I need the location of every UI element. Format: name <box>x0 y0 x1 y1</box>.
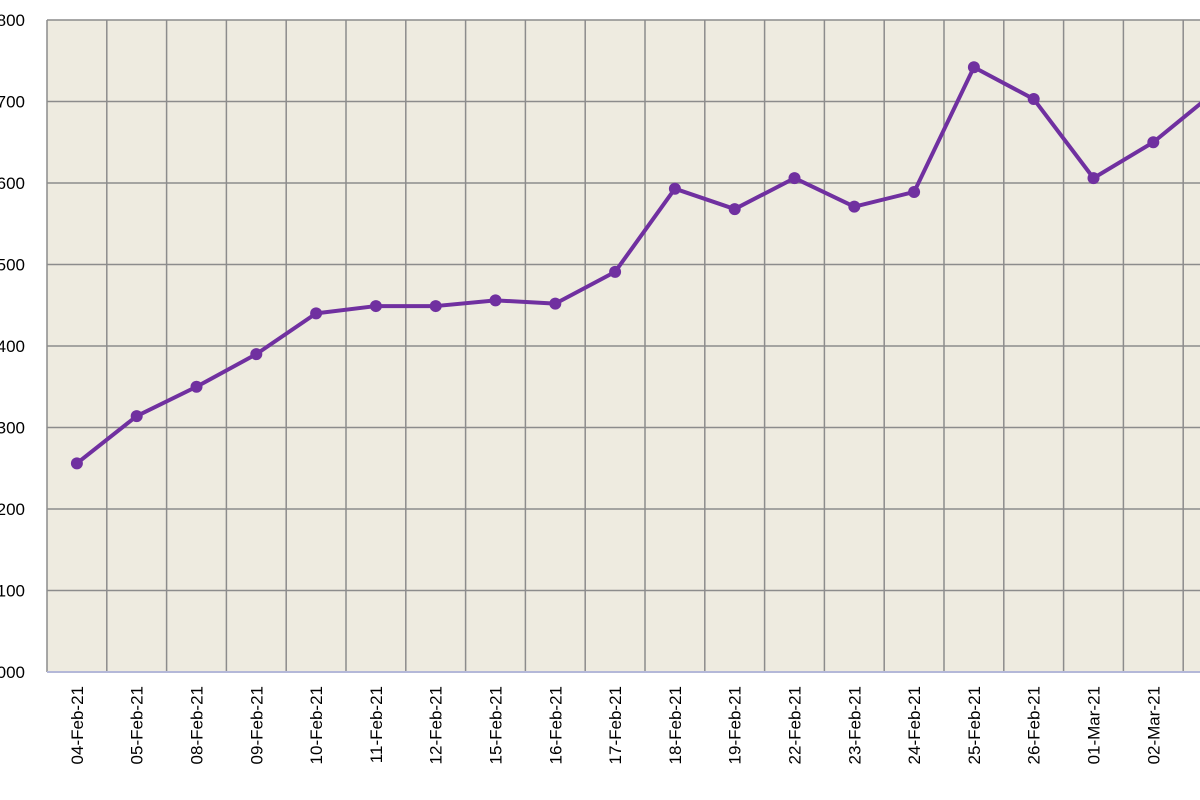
data-point <box>369 300 382 313</box>
data-point <box>609 265 622 278</box>
x-tick-label: 19-Feb-21 <box>726 686 745 764</box>
y-tick-label: 1400 <box>0 337 25 356</box>
data-point <box>848 200 861 213</box>
x-tick-label: 08-Feb-21 <box>188 686 207 764</box>
data-point <box>489 294 502 307</box>
data-point <box>1087 172 1100 185</box>
data-point <box>1027 93 1040 106</box>
x-tick-label: 09-Feb-21 <box>247 686 266 764</box>
x-tick-label: 17-Feb-21 <box>606 686 625 764</box>
data-point <box>429 300 442 313</box>
x-tick-label: 02-Mar-21 <box>1144 686 1163 764</box>
data-point <box>788 172 801 185</box>
y-tick-label: 1700 <box>0 93 25 112</box>
y-tick-label: 1500 <box>0 256 25 275</box>
y-tick-label: 1600 <box>0 174 25 193</box>
data-point <box>190 380 203 393</box>
series-line <box>75 65 1200 465</box>
data-point <box>728 203 741 216</box>
y-tick-label: 1000 <box>0 663 25 682</box>
y-tick-label: 1800 <box>0 11 25 30</box>
data-point <box>1147 136 1160 149</box>
x-tick-label: 26-Feb-21 <box>1025 686 1044 764</box>
data-point <box>130 410 143 423</box>
x-tick-label: 25-Feb-21 <box>965 686 984 764</box>
x-tick-label: 23-Feb-21 <box>845 686 864 764</box>
data-point <box>310 307 323 320</box>
y-tick-label: 1200 <box>0 500 25 519</box>
data-point <box>549 297 562 310</box>
x-tick-label: 22-Feb-21 <box>786 686 805 764</box>
x-tick-label: 24-Feb-21 <box>905 686 924 764</box>
x-tick-label: 04-Feb-21 <box>68 686 87 764</box>
data-point <box>668 182 681 195</box>
x-tick-label: 16-Feb-21 <box>546 686 565 764</box>
x-tick-label: 10-Feb-21 <box>307 686 326 764</box>
y-tick-label: 1100 <box>0 582 25 601</box>
y-tick-label: 1300 <box>0 419 25 438</box>
data-point <box>70 457 83 470</box>
x-tick-label: 12-Feb-21 <box>427 686 446 764</box>
data-point <box>250 348 263 361</box>
data-point <box>908 185 921 198</box>
x-tick-label: 18-Feb-21 <box>666 686 685 764</box>
data-point <box>967 61 980 74</box>
x-tick-label: 15-Feb-21 <box>487 686 506 764</box>
x-tick-label: 05-Feb-21 <box>128 686 147 764</box>
x-tick-label: 01-Mar-21 <box>1085 686 1104 764</box>
x-tick-label: 11-Feb-21 <box>367 686 386 763</box>
